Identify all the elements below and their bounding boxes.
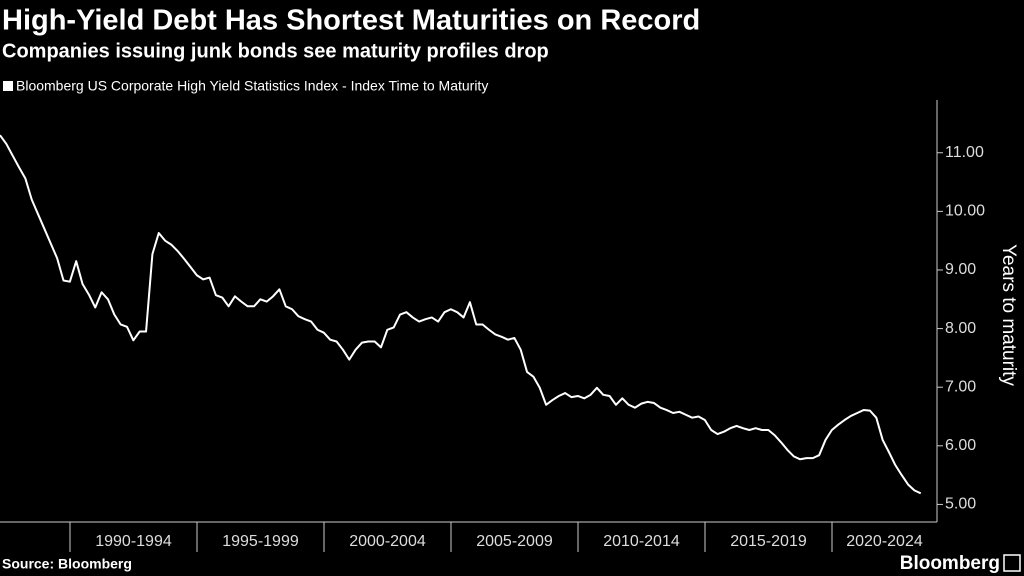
y-tick-label: 5.00 [945,496,976,513]
line-series [0,134,922,495]
chart-title: High-Yield Debt Has Shortest Maturities … [2,5,700,37]
x-tick-label: 2005-2009 [476,533,553,550]
x-tick-label: 1995-1999 [222,533,299,550]
y-tick-label: 7.00 [945,378,976,395]
source: Source: Bloomberg [2,556,132,572]
x-tick-label: 1990-1994 [95,533,172,550]
legend-label: Bloomberg US Corporate High Yield Statis… [16,78,488,94]
chart-subtitle: Companies issuing junk bonds see maturit… [2,40,549,62]
logo-icon [1003,554,1021,572]
legend-swatch [3,81,13,91]
x-tick-label: 2015-2019 [730,533,807,550]
y-tick-label: 10.00 [945,203,985,220]
y-tick-label: 8.00 [945,320,976,337]
y-tick-label: 6.00 [945,437,976,454]
x-tick-label: 2000-2004 [349,533,426,550]
y-axis-label: Years to maturity [998,244,1019,386]
logo: Bloomberg [900,553,1000,574]
y-tick-label: 9.00 [945,261,976,278]
x-tick-label: 2010-2014 [603,533,680,550]
y-tick-label: 11.00 [945,144,984,161]
x-tick-label: 2020-2024 [846,533,923,550]
